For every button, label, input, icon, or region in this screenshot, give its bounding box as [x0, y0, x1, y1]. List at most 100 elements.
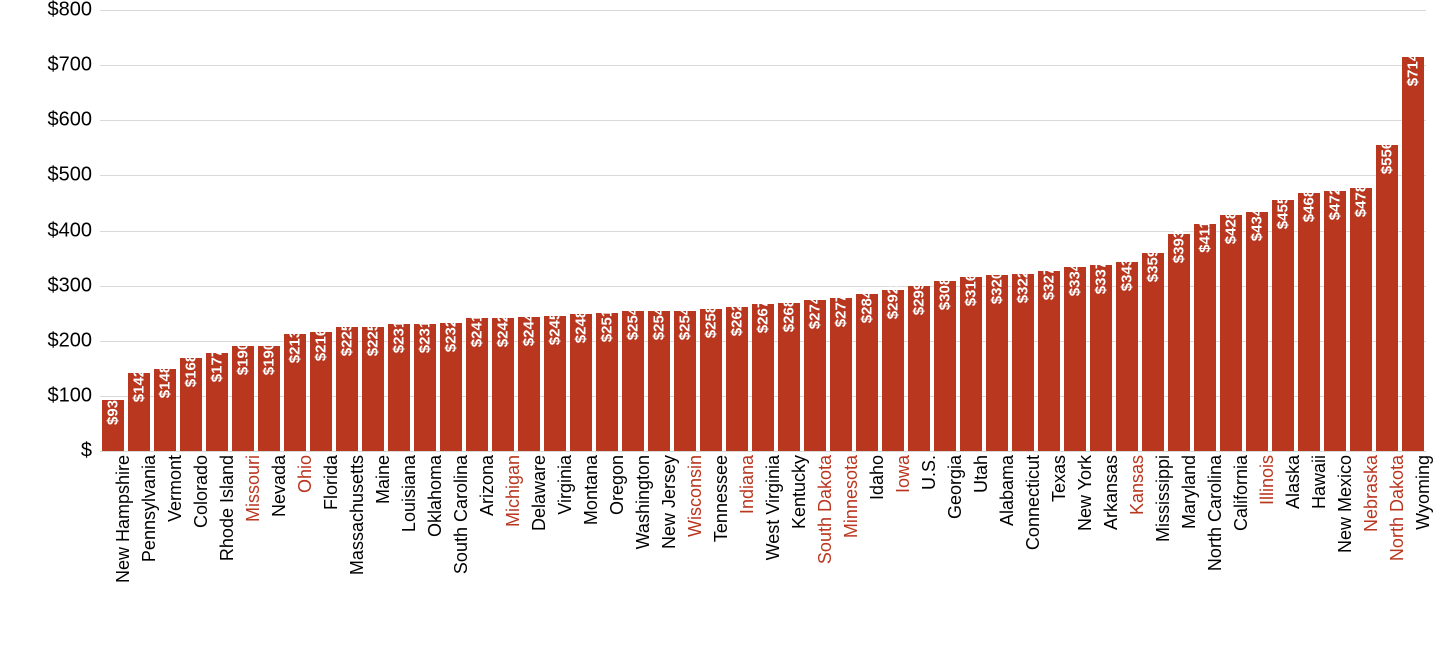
bar-slot: $468	[1296, 10, 1322, 451]
bar-value-label: $455	[1275, 196, 1292, 229]
bar: $327	[1038, 271, 1060, 451]
x-label-slot: Connecticut	[1010, 451, 1036, 661]
bar-slot: $248	[568, 10, 594, 451]
bar-slot: $244	[516, 10, 542, 451]
bar-slot: $254	[620, 10, 646, 451]
bar-slot: $232	[438, 10, 464, 451]
y-tick-label: $600	[48, 109, 93, 132]
bar-value-label: $168	[183, 354, 200, 387]
x-label-slot: Tennessee	[698, 451, 724, 661]
bar-slot: $393	[1166, 10, 1192, 451]
x-label-slot: Washington	[620, 451, 646, 661]
bar-slot: $337	[1088, 10, 1114, 451]
bar-value-label: $245	[547, 312, 564, 345]
bar-slot: $472	[1322, 10, 1348, 451]
bar: $472	[1324, 191, 1346, 451]
x-label-slot: South Dakota	[802, 451, 828, 661]
bar: $434	[1246, 212, 1268, 451]
x-label-slot: Wisconsin	[672, 451, 698, 661]
bar-slot: $334	[1062, 10, 1088, 451]
bar-slot: $327	[1036, 10, 1062, 451]
x-label-slot: Michigan	[490, 451, 516, 661]
bar: $316	[960, 277, 982, 451]
bar-slot: $168	[178, 10, 204, 451]
bar: $225	[336, 327, 358, 451]
bar: $251	[596, 313, 618, 451]
bar: $241	[466, 318, 488, 451]
bar-value-label: $258	[703, 305, 720, 338]
bar-slot: $299	[906, 10, 932, 451]
bar: $254	[648, 311, 670, 451]
bar-value-label: $428	[1223, 211, 1240, 244]
bar: $232	[440, 323, 462, 451]
bar: $148	[154, 369, 176, 451]
bar-value-label: $556	[1379, 140, 1396, 173]
bar: $478	[1350, 188, 1372, 451]
x-label-slot: Oregon	[594, 451, 620, 661]
x-label-slot: South Carolina	[438, 451, 464, 661]
y-tick-label: $100	[48, 384, 93, 407]
bar: $284	[856, 294, 878, 451]
x-label-slot: Nebraska	[1348, 451, 1374, 661]
bar-value-label: $225	[365, 323, 382, 356]
y-tick-label: $	[81, 440, 92, 463]
x-label-slot: Oklahoma	[412, 451, 438, 661]
bar-value-label: $216	[313, 328, 330, 361]
bar-slot: $241	[464, 10, 490, 451]
bar-value-label: $231	[417, 319, 434, 352]
x-label-slot: Massachusetts	[334, 451, 360, 661]
bar: $274	[804, 300, 826, 451]
bar: $244	[518, 317, 540, 452]
bar: $299	[908, 286, 930, 451]
x-label-slot: Pennsylvania	[126, 451, 152, 661]
bar-slot: $292	[880, 10, 906, 451]
bar-slot: $478	[1348, 10, 1374, 451]
bar: $258	[700, 309, 722, 451]
bar-slot: $254	[672, 10, 698, 451]
bar: $714	[1402, 57, 1424, 451]
bar: $468	[1298, 193, 1320, 451]
bar-value-label: $434	[1249, 208, 1266, 241]
bar: $231	[414, 324, 436, 451]
y-axis: $ $100$200$300$400$500$600$700$800	[0, 10, 92, 451]
bar-slot: $274	[802, 10, 828, 451]
bar-value-label: $393	[1171, 230, 1188, 263]
bar-slot: $225	[360, 10, 386, 451]
x-label-slot: Ohio	[282, 451, 308, 661]
bar: $343	[1116, 262, 1138, 451]
bar-value-label: $292	[885, 286, 902, 319]
bar: $254	[674, 311, 696, 451]
bar-slot: $268	[776, 10, 802, 451]
x-label-slot: Alabama	[984, 451, 1010, 661]
bar: $242	[492, 318, 514, 451]
bar-value-label: $244	[521, 312, 538, 345]
x-label-slot: Kentucky	[776, 451, 802, 661]
x-label-slot: Maryland	[1166, 451, 1192, 661]
bar: $292	[882, 290, 904, 451]
bar-slot: $714	[1400, 10, 1426, 451]
x-label-slot: Iowa	[880, 451, 906, 661]
bar-slot: $320	[984, 10, 1010, 451]
bar-slot: $254	[646, 10, 672, 451]
x-label-slot: Utah	[958, 451, 984, 661]
x-label-slot: Indiana	[724, 451, 750, 661]
x-label-slot: North Dakota	[1374, 451, 1400, 661]
bar-slot: $359	[1140, 10, 1166, 451]
bar-value-label: $213	[287, 329, 304, 362]
x-label-slot: Hawaii	[1296, 451, 1322, 661]
bar: $213	[284, 334, 306, 451]
bar: $428	[1220, 215, 1242, 451]
bar-value-label: $225	[339, 323, 356, 356]
bar-value-label: $254	[625, 307, 642, 340]
bar-value-label: $177	[209, 349, 226, 382]
bar-slot: $343	[1114, 10, 1140, 451]
bar: $268	[778, 303, 800, 451]
bar-value-label: $327	[1041, 267, 1058, 300]
bar-slot: $213	[282, 10, 308, 451]
bar-value-label: $241	[469, 314, 486, 347]
x-label-slot: Montana	[568, 451, 594, 661]
x-label-slot: Alaska	[1270, 451, 1296, 661]
x-label-slot: West Virginia	[750, 451, 776, 661]
bars-container: $93$142$148$168$177$190$190$213$216$225$…	[100, 10, 1426, 451]
x-label-slot: Louisiana	[386, 451, 412, 661]
